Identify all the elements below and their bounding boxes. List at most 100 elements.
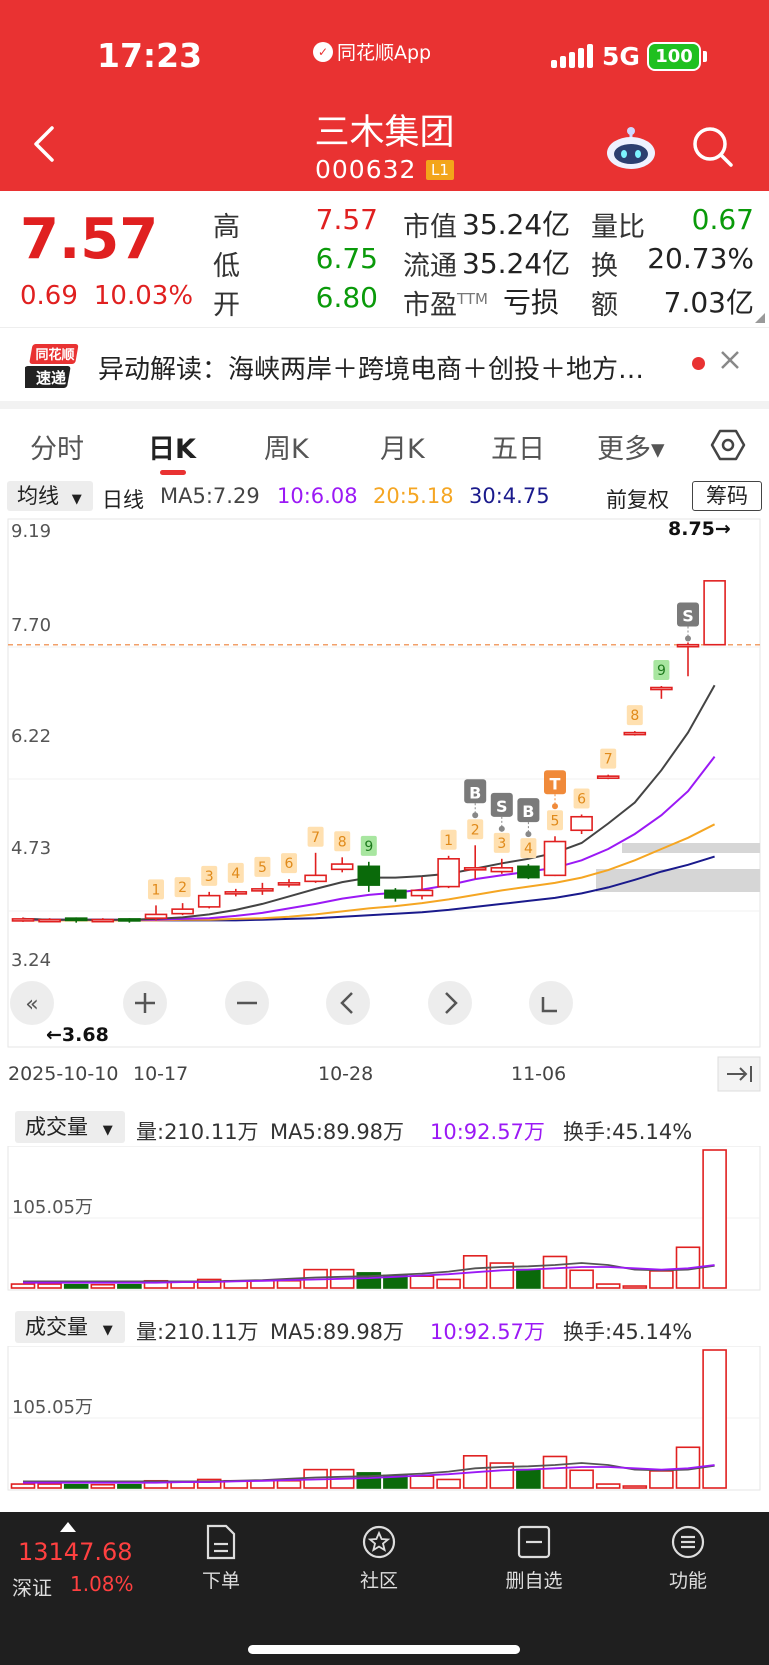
indicator-select[interactable]: 均线 ▼ <box>7 481 93 511</box>
candle <box>64 917 88 923</box>
vol_ma5-line <box>23 1462 715 1483</box>
volume-chart-2[interactable]: 105.05万 <box>0 1346 769 1496</box>
price-tick-label: 9.19 <box>11 521 51 542</box>
float-label: 流通 <box>403 251 457 282</box>
scroll-right-button[interactable] <box>428 981 472 1025</box>
volume-panel-2-header: 成交量 ▼ 量:210.11万 MA5:89.98万 10:92.57万 换手:… <box>0 1306 769 1346</box>
expand-corner-icon[interactable] <box>755 313 765 323</box>
zoom-in-button[interactable] <box>123 981 167 1025</box>
date-label-start: 2025-10-10 <box>8 1063 118 1085</box>
candle <box>463 845 487 880</box>
sequence-marker-label: 2 <box>178 880 187 896</box>
price-tick-label: 3.24 <box>11 950 51 971</box>
date-label-1106: 11-06 <box>511 1063 566 1085</box>
zoom-out-button[interactable] <box>225 981 269 1025</box>
signal-flag-label: S <box>682 606 694 625</box>
stock-code: 000632 <box>315 155 417 184</box>
volume-bar <box>649 1470 674 1489</box>
nav-community[interactable]: 社区 <box>334 1524 424 1593</box>
tab-daily-k[interactable]: 日K <box>148 434 196 465</box>
adjust-toggle[interactable]: 前复权 <box>606 488 669 512</box>
status-time: 17:23 <box>97 36 203 75</box>
scroll-to-latest-button[interactable] <box>717 1056 761 1092</box>
sequence-marker-label: 7 <box>311 830 320 846</box>
volume-indicator-select[interactable]: 成交量 ▼ <box>15 1111 125 1143</box>
app-header: 17:23 ✓ 同花顺App 5G 100 三木集团 000632 L1 <box>0 0 769 191</box>
vol_ma10-line <box>23 1264 715 1284</box>
mktcap-value: 35.24亿 <box>462 208 571 241</box>
news-logo: 同花顺 速递 <box>25 344 79 388</box>
change-percent: 10.03% <box>93 281 194 311</box>
close-icon[interactable] <box>718 348 742 372</box>
sequence-marker: 1 <box>440 829 457 850</box>
candle <box>330 857 354 873</box>
turnover-value: 20.73% <box>647 242 754 275</box>
volume-bar <box>37 1283 62 1289</box>
period-tabs: 分时 日K 周K 月K 五日 更多▾ <box>0 409 769 477</box>
volume-bar <box>10 1283 36 1289</box>
kline-chart[interactable]: 9.197.706.224.733.24 1 23 4 5 67 8 9 12B3S4B5T6… <box>0 515 769 1105</box>
back-arrow-icon[interactable] <box>30 124 60 164</box>
volume-bar <box>117 1283 142 1289</box>
price-change: 0.69 10.03% <box>20 281 193 311</box>
chevron-down-icon: ▼ <box>71 492 82 507</box>
sequence-marker: 7 <box>600 748 617 769</box>
amount-value: 7.03亿 <box>663 286 754 319</box>
volume-chart-1[interactable]: 105.05万 <box>0 1146 769 1296</box>
volume-bar <box>622 1485 648 1489</box>
tab-weekly-k[interactable]: 周K <box>264 434 309 465</box>
volume-ma5: MA5:89.98万 <box>270 1120 405 1144</box>
sequence-marker-label: 6 <box>577 791 586 807</box>
sequence-marker: 6 <box>281 853 297 874</box>
volume-panel-1-header: 成交量 ▼ 量:210.11万 MA5:89.98万 10:92.57万 换手:… <box>0 1106 769 1146</box>
sequence-marker-label: 5 <box>258 860 267 876</box>
quote-panel[interactable]: 7.57 0.69 10.03% 高 7.57 低 6.75 开 6.80 市值… <box>0 191 769 327</box>
tab-five-day[interactable]: 五日 <box>491 434 545 465</box>
scroll-left-button[interactable] <box>326 981 370 1025</box>
news-logo-bottom: 速递 <box>36 369 66 387</box>
index-expand-icon[interactable] <box>60 1522 76 1532</box>
high-label: 高 <box>213 212 240 243</box>
nav-remove-watchlist[interactable]: 删自选 <box>489 1524 579 1593</box>
nav-functions[interactable]: 功能 <box>643 1524 733 1593</box>
signal-flag-label: B <box>469 783 481 802</box>
period-label: 日线 <box>102 488 144 512</box>
sequence-marker-label: 8 <box>338 834 347 850</box>
nav-order[interactable]: 下单 <box>176 1524 266 1593</box>
high-value: 7.57 <box>315 203 378 236</box>
last-price: 7.57 <box>20 207 159 272</box>
tab-monthly-k[interactable]: 月K <box>380 434 425 465</box>
fullscreen-button[interactable] <box>529 981 573 1025</box>
sequence-marker: 3 <box>201 865 218 886</box>
candle <box>410 876 434 900</box>
volume-indicator-select[interactable]: 成交量 ▼ <box>15 1311 125 1343</box>
nav-community-label: 社区 <box>359 1570 398 1592</box>
signal-flag: T <box>544 770 566 810</box>
candle <box>171 903 194 916</box>
status-app-name: ✓ 同花顺App <box>313 38 431 65</box>
chips-button[interactable]: 筹码 <box>692 481 762 511</box>
tab-more[interactable]: 更多▾ <box>597 434 665 465</box>
volume-bar <box>542 1455 568 1489</box>
index-value[interactable]: 13147.68 <box>18 1538 133 1566</box>
sequence-marker-label: 3 <box>205 869 214 885</box>
sequence-marker-label: 2 <box>471 822 480 838</box>
search-icon[interactable] <box>690 124 734 168</box>
scroll-left-fast-button[interactable]: « <box>10 981 54 1025</box>
volume-axis-label: 105.05万 <box>12 1197 93 1218</box>
change-amount: 0.69 <box>20 281 78 311</box>
sequence-marker: 6 <box>573 788 590 809</box>
volume-bar <box>90 1283 116 1289</box>
sequence-marker-label: 3 <box>497 836 506 852</box>
volume-bar <box>569 1269 594 1289</box>
settings-icon[interactable] <box>710 427 746 463</box>
ma5-label: MA5:7.29 <box>160 484 260 508</box>
assistant-robot-icon[interactable] <box>604 123 658 171</box>
signal-flag: S <box>490 792 513 832</box>
volume-bar <box>10 1483 36 1489</box>
candle <box>224 888 248 897</box>
news-strip[interactable]: 同花顺 速递 异动解读：海峡两岸＋跨境电商＋创投＋地方… <box>0 327 769 401</box>
tab-intraday[interactable]: 分时 <box>30 434 84 465</box>
candle <box>623 731 647 736</box>
nav-functions-label: 功能 <box>668 1570 707 1592</box>
